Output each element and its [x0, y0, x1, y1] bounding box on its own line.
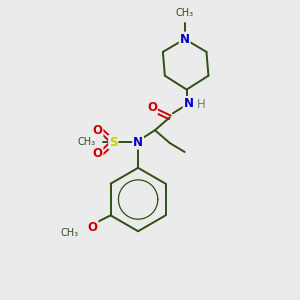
Text: N: N [180, 32, 190, 46]
Text: CH₃: CH₃ [77, 137, 95, 147]
Text: H: H [196, 98, 205, 111]
Text: CH₃: CH₃ [61, 228, 79, 238]
Text: O: O [92, 124, 103, 137]
Text: O: O [147, 101, 157, 114]
Text: S: S [109, 136, 118, 148]
Text: N: N [184, 97, 194, 110]
Text: O: O [92, 148, 103, 160]
Text: O: O [88, 221, 98, 234]
Text: CH₃: CH₃ [176, 8, 194, 18]
Text: N: N [133, 136, 143, 148]
